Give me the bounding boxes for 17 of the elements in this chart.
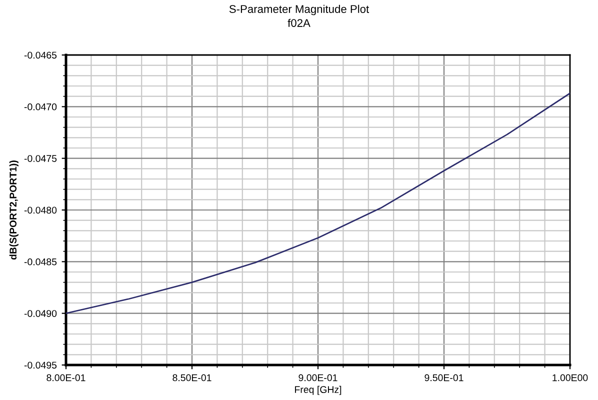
y-tick-label: -0.0465	[24, 52, 57, 59]
x-tick-label: 8.00E-01	[46, 374, 86, 382]
chart-title: S-Parameter Magnitude Plot	[229, 4, 370, 16]
line-series	[66, 92, 570, 314]
chart-subtitle: f02A	[288, 18, 310, 27]
x-axis-title: Freq [GHz]	[295, 386, 342, 395]
x-tick-label: 9.50E-01	[424, 374, 464, 382]
x-tick-label: 8.50E-01	[172, 374, 212, 382]
y-tick-label: -0.0475	[24, 155, 57, 162]
x-tick-label: 9.00E-01	[298, 374, 338, 382]
y-tick-label: -0.0490	[24, 310, 57, 317]
y-axis-title: dB(S(PORT2,PORT1))	[9, 160, 18, 260]
x-tick-label: 1.00E00	[552, 374, 588, 382]
y-tick-label: -0.0480	[24, 206, 57, 214]
y-tick-label: -0.0485	[24, 258, 57, 266]
y-tick-label: -0.0470	[24, 103, 57, 110]
y-tick-label: -0.0495	[24, 362, 57, 369]
